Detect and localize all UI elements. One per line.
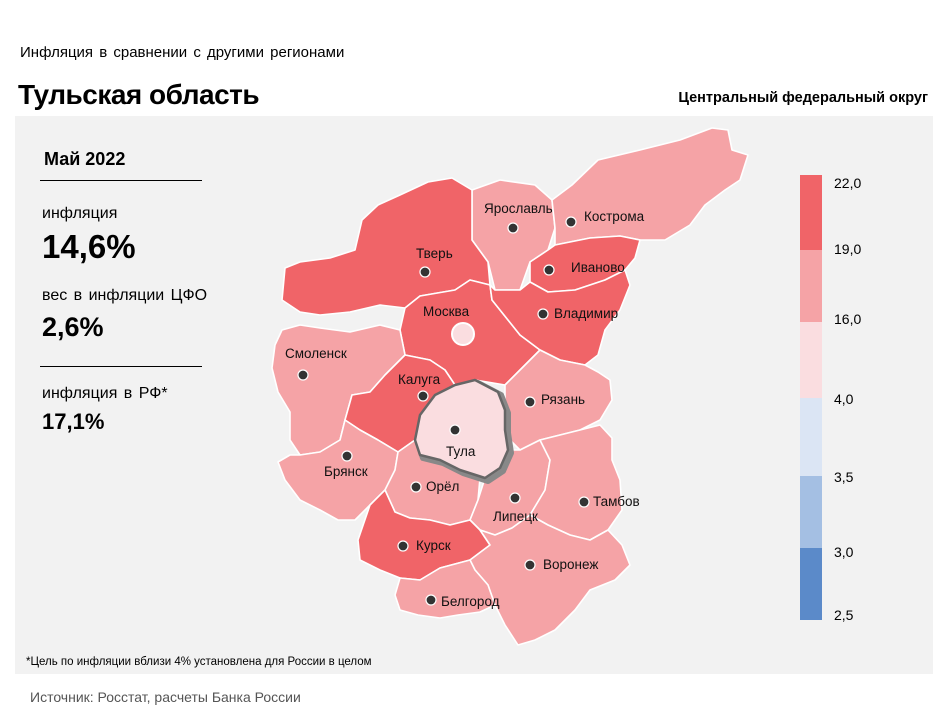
city-label: Москва — [423, 304, 470, 319]
legend-label: 3,0 — [834, 544, 854, 560]
city-marker-icon — [509, 492, 521, 504]
legend-label: 22,0 — [834, 175, 862, 191]
page-subtitle: Инфляция в сравнении с другими регионами — [20, 44, 345, 61]
city-label: Иваново — [571, 260, 625, 275]
region-shape[interactable] — [504, 349, 613, 451]
legend-label: 19,0 — [834, 241, 862, 257]
legend-label: 2,5 — [834, 607, 854, 623]
legend-segment — [800, 322, 822, 398]
inflation-value: 14,6% — [42, 228, 136, 265]
city-label: Тула — [446, 444, 476, 459]
region-shape[interactable] — [551, 127, 749, 246]
city-label: Смоленск — [285, 346, 347, 361]
rf-inflation-value: 17,1% — [42, 409, 105, 434]
city-label: Ярославль — [484, 201, 553, 216]
city-label: Кострома — [584, 209, 645, 224]
footnote: *Цель по инфляции вблизи 4% установлена … — [26, 656, 372, 668]
city-label: Липецк — [493, 509, 538, 524]
legend-label: 3,5 — [834, 469, 854, 485]
divider — [40, 366, 202, 367]
legend-label: 4,0 — [834, 391, 854, 407]
rf-inflation-label: инфляция в РФ* — [42, 385, 168, 402]
city-marker-icon — [507, 222, 519, 234]
city-label: Тверь — [416, 246, 453, 261]
legend-segment — [800, 398, 822, 476]
city-marker-icon — [524, 396, 536, 408]
legend-segment — [800, 250, 822, 322]
city-label: Брянск — [324, 464, 368, 479]
region-shape[interactable] — [469, 514, 631, 646]
legend-label: 16,0 — [834, 311, 862, 327]
city-label: Калуга — [398, 372, 441, 387]
weight-label: вес в инфляции ЦФО — [42, 287, 208, 304]
weight-value: 2,6% — [42, 312, 104, 342]
divider — [40, 180, 202, 181]
region-shape[interactable] — [529, 424, 623, 541]
region-shape[interactable] — [281, 177, 491, 316]
region-shape[interactable] — [413, 378, 510, 480]
city-marker-icon — [425, 594, 437, 606]
region-shape[interactable] — [394, 559, 496, 619]
city-marker-icon — [537, 308, 549, 320]
city-marker-icon — [410, 481, 422, 493]
city-label: Воронеж — [543, 557, 598, 572]
legend-segment — [800, 476, 822, 548]
source-note: Источник: Росстат, расчеты Банка России — [30, 689, 301, 705]
city-marker-icon — [417, 390, 429, 402]
city-label: Курск — [416, 538, 451, 553]
page-title: Тульская область — [18, 79, 260, 110]
city-label: Владимир — [554, 306, 618, 321]
city-marker-icon — [449, 424, 461, 436]
capital-marker-icon — [451, 322, 475, 346]
city-label: Рязань — [541, 392, 585, 407]
inflation-label: инфляция — [42, 205, 118, 222]
period-label: Май 2022 — [44, 149, 126, 169]
city-marker-icon — [543, 264, 555, 276]
city-marker-icon — [419, 266, 431, 278]
city-marker-icon — [578, 496, 590, 508]
legend-segment — [800, 548, 822, 620]
city-label: Тамбов — [593, 494, 640, 509]
city-marker-icon — [341, 450, 353, 462]
legend-segment — [800, 175, 822, 250]
city-marker-icon — [524, 559, 536, 571]
city-label: Белгород — [441, 594, 500, 609]
city-marker-icon — [397, 540, 409, 552]
city-marker-icon — [565, 216, 577, 228]
district-name: Центральный федеральный округ — [678, 90, 928, 106]
city-label: Орёл — [426, 479, 459, 494]
region-shape[interactable] — [489, 269, 631, 366]
city-marker-icon — [297, 369, 309, 381]
